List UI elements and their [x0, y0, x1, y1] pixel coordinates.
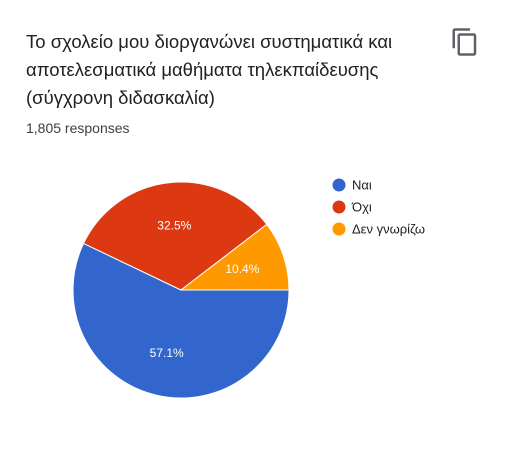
pie-slice-label-0: 57.1% — [150, 346, 184, 360]
legend-swatch-2 — [332, 222, 346, 236]
legend-item-0[interactable]: Ναι — [332, 178, 372, 193]
pie-slice-2[interactable] — [179, 223, 290, 291]
pie-slice-1[interactable] — [82, 181, 268, 291]
response-count: 1,805 responses — [26, 120, 130, 136]
legend-swatch-1 — [332, 200, 346, 214]
question-title: Το σχολείο μου διοργανώνει συστηματικά κ… — [26, 31, 393, 108]
copy-chart-button[interactable] — [450, 26, 480, 58]
legend-label-0: Ναι — [352, 178, 372, 193]
pie-slice-0[interactable] — [72, 242, 290, 399]
legend-label-1: Όχι — [351, 200, 372, 215]
copy-icon — [452, 28, 477, 56]
pie-slice-label-2: 10.4% — [225, 262, 259, 276]
legend-item-2[interactable]: Δεν γνωρίζω — [332, 222, 426, 237]
legend-label-2: Δεν γνωρίζω — [352, 222, 425, 237]
legend-item-1[interactable]: Όχι — [332, 200, 372, 215]
legend-swatch-0 — [332, 178, 346, 192]
pie-slice-label-1: 32.5% — [157, 219, 191, 233]
